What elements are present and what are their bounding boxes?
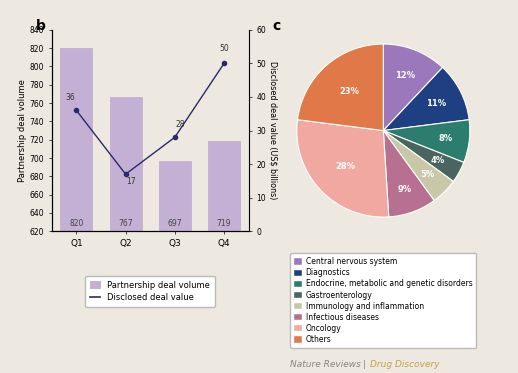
Text: 36: 36 (66, 93, 76, 102)
Legend: Partnership deal volume, Disclosed deal value: Partnership deal volume, Disclosed deal … (85, 276, 215, 307)
Wedge shape (297, 120, 388, 217)
Text: 17: 17 (126, 177, 135, 186)
Text: 28: 28 (176, 120, 185, 129)
Legend: Central nervous system, Diagnostics, Endocrine, metabolic and genetic disorders,: Central nervous system, Diagnostics, End… (291, 253, 476, 348)
Bar (159, 161, 191, 373)
Bar (208, 141, 240, 373)
Wedge shape (383, 131, 434, 217)
Text: 5%: 5% (420, 170, 435, 179)
Text: b: b (36, 19, 46, 33)
Text: 11%: 11% (426, 99, 446, 108)
Y-axis label: Disclosed deal value (US$ billions): Disclosed deal value (US$ billions) (269, 62, 278, 200)
Wedge shape (383, 131, 453, 201)
Wedge shape (297, 44, 383, 131)
Text: 50: 50 (219, 44, 229, 53)
Text: 4%: 4% (431, 156, 445, 165)
Wedge shape (383, 68, 469, 131)
Text: 12%: 12% (395, 71, 415, 80)
Bar (110, 97, 141, 373)
Text: 719: 719 (217, 219, 231, 228)
Text: 767: 767 (118, 219, 133, 228)
Bar (61, 48, 92, 373)
Text: 697: 697 (167, 219, 182, 228)
Text: c: c (272, 19, 280, 33)
Y-axis label: Partnership deal volume: Partnership deal volume (18, 79, 27, 182)
Text: Nature Reviews: Nature Reviews (290, 360, 361, 369)
Text: 820: 820 (69, 219, 83, 228)
Text: 23%: 23% (339, 87, 359, 96)
Text: Drug Discovery: Drug Discovery (370, 360, 440, 369)
Wedge shape (383, 131, 464, 181)
Wedge shape (383, 44, 442, 131)
Text: 8%: 8% (438, 134, 452, 143)
Text: |: | (360, 360, 369, 369)
Wedge shape (383, 120, 470, 162)
Text: 9%: 9% (397, 185, 411, 194)
Text: 28%: 28% (336, 162, 355, 170)
